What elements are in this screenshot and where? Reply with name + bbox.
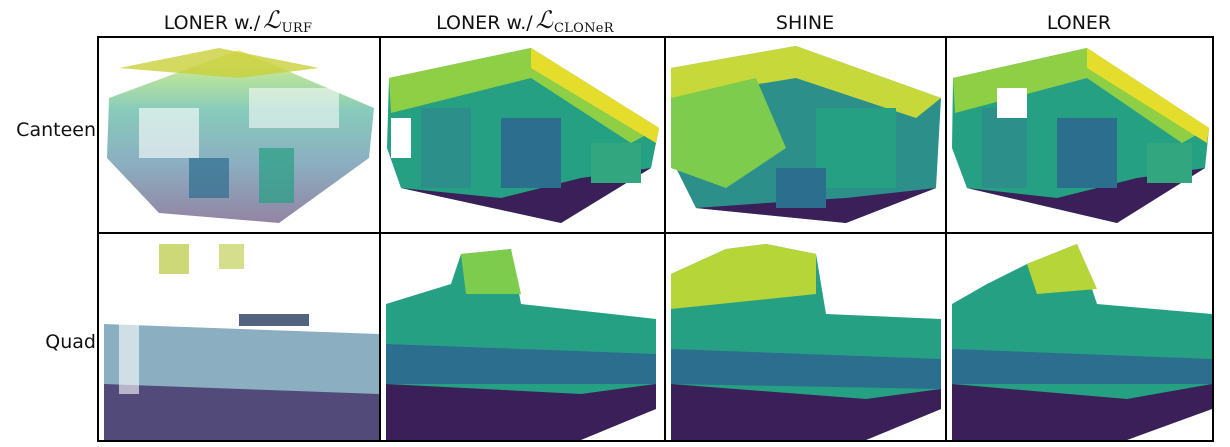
loss-subscript: URF — [281, 21, 313, 36]
loss-symbol: ℒ — [263, 6, 281, 34]
col-header-loner: LONER — [945, 4, 1213, 34]
grid-divider — [379, 38, 381, 440]
quad-urf-image — [99, 234, 379, 440]
grid-divider — [945, 38, 947, 440]
quad-shine-image — [666, 234, 945, 440]
col-header-prefix: SHINE — [775, 12, 835, 34]
col-header-shine: SHINE — [666, 4, 944, 34]
col-header-cloner: LONER w./ ℒ CLONeR — [394, 4, 656, 36]
row-label-quad: Quad — [45, 331, 96, 353]
grid-divider — [99, 232, 1212, 234]
quad-cloner-image — [381, 234, 664, 440]
col-header-prefix: LONER w./ — [163, 12, 261, 34]
quad-loner-image — [947, 234, 1214, 440]
row-label-canteen: Canteen — [16, 119, 96, 141]
loss-subscript: CLONeR — [553, 21, 614, 36]
grid-divider — [664, 38, 666, 440]
canteen-shine-image — [666, 38, 945, 232]
figure-grid — [97, 36, 1214, 442]
canteen-cloner-image — [381, 38, 664, 232]
col-header-prefix: LONER — [1046, 12, 1112, 34]
canteen-urf-image — [99, 38, 379, 232]
canteen-loner-image — [947, 38, 1214, 232]
col-header-prefix: LONER w./ — [436, 12, 533, 34]
loss-symbol: ℒ — [535, 6, 553, 34]
col-header-urf: LONER w./ ℒ URF — [118, 4, 358, 36]
